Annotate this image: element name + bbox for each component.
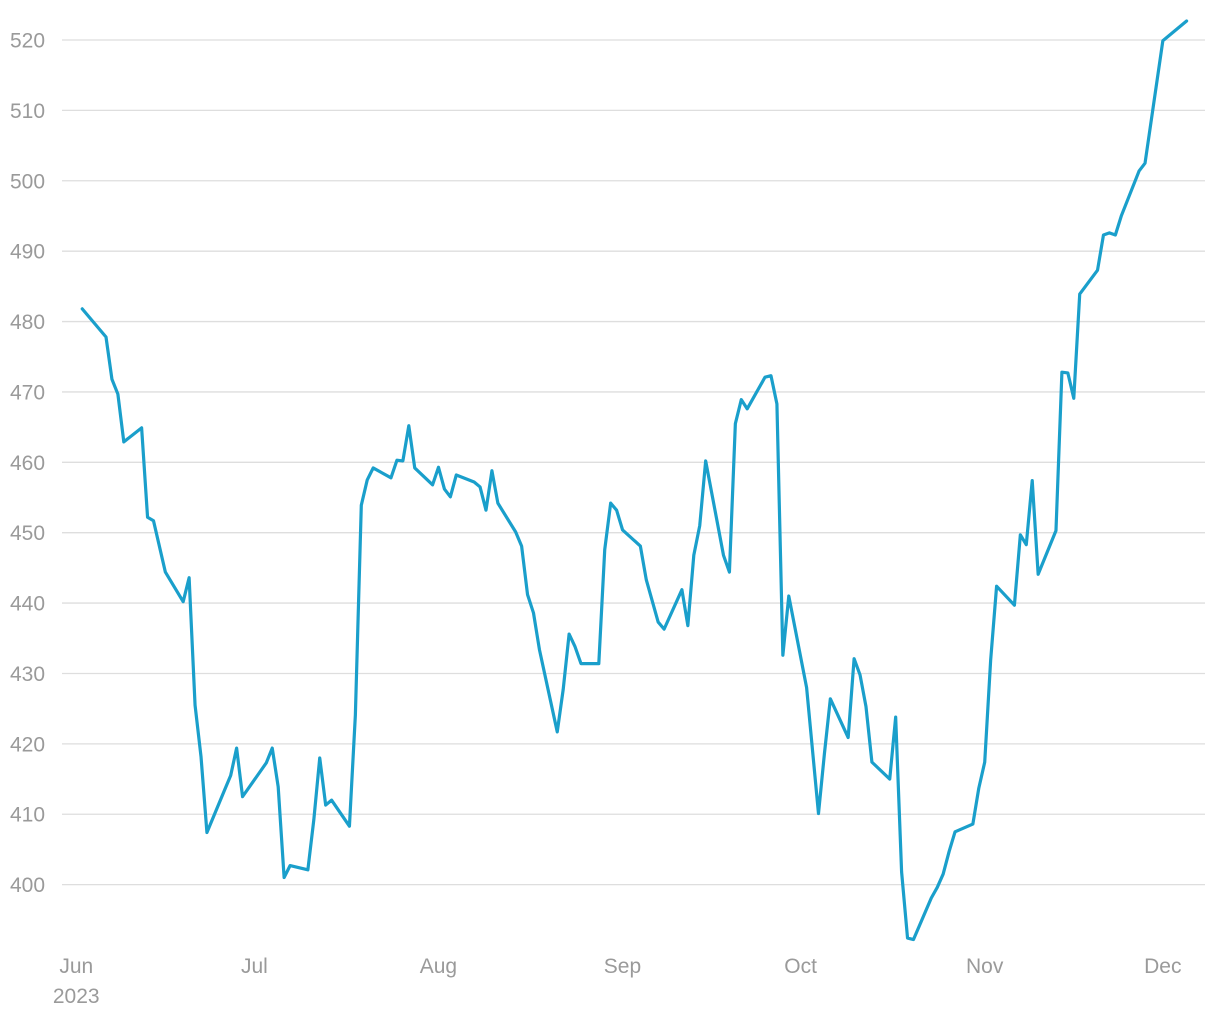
y-tick-label: 440 [10, 593, 45, 616]
x-tick-label: Jul [241, 955, 268, 978]
y-tick-label: 450 [10, 522, 45, 545]
y-tick-label: 460 [10, 452, 45, 475]
y-tick-label: 410 [10, 804, 45, 827]
x-tick-label: Nov [966, 955, 1004, 978]
y-tick-label: 430 [10, 663, 45, 686]
y-tick-label: 480 [10, 311, 45, 334]
y-tick-label: 420 [10, 733, 45, 756]
x-tick-label: Oct [784, 955, 817, 978]
x-tick-label: Aug [420, 955, 457, 978]
y-tick-label: 500 [10, 170, 45, 193]
x-tick-label: Jun 2023 [53, 955, 100, 1008]
y-tick-label: 510 [10, 100, 45, 123]
line [80, 19, 1189, 942]
x-tick-label: Sep [604, 955, 641, 978]
x-tick-label: Dec [1144, 955, 1181, 978]
y-tick-label: 490 [10, 241, 45, 264]
y-tick-label: 520 [10, 30, 45, 53]
y-tick-label: 400 [10, 874, 45, 897]
y-tick-label: 470 [10, 381, 45, 404]
